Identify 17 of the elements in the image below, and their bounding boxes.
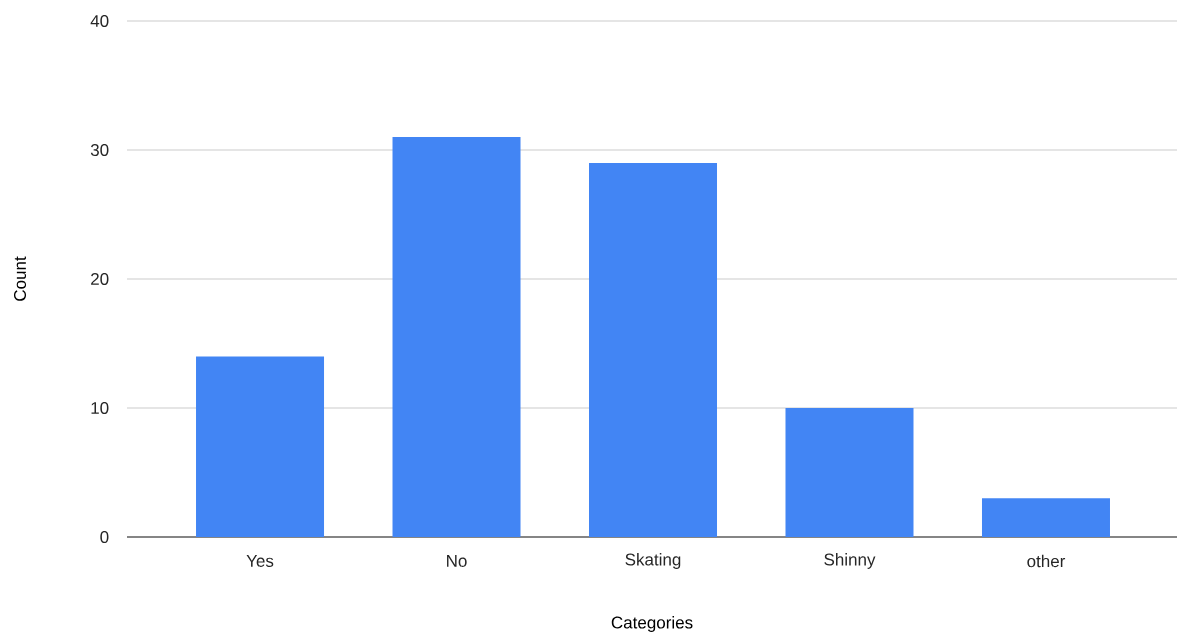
y-tick-label: 10 — [91, 401, 109, 415]
x-tick-label: Yes — [246, 555, 274, 567]
y-tick-label: 40 — [90, 14, 109, 28]
x-tick-label: No — [447, 555, 467, 567]
bar — [196, 356, 325, 537]
y-tick-label: 0 — [100, 530, 109, 544]
bar — [589, 162, 718, 537]
bar — [981, 498, 1110, 537]
bar — [392, 137, 521, 537]
y-tick-label: 20 — [91, 272, 109, 286]
x-tick-label: Skating — [625, 553, 681, 569]
y-tick-label: 30 — [90, 143, 109, 157]
x-tick-label: Shinny — [824, 553, 876, 569]
x-tick-label: other — [1027, 554, 1066, 568]
x-axis-title: Categories — [611, 616, 693, 632]
bar — [785, 408, 914, 537]
y-axis-title: Count — [13, 256, 27, 301]
